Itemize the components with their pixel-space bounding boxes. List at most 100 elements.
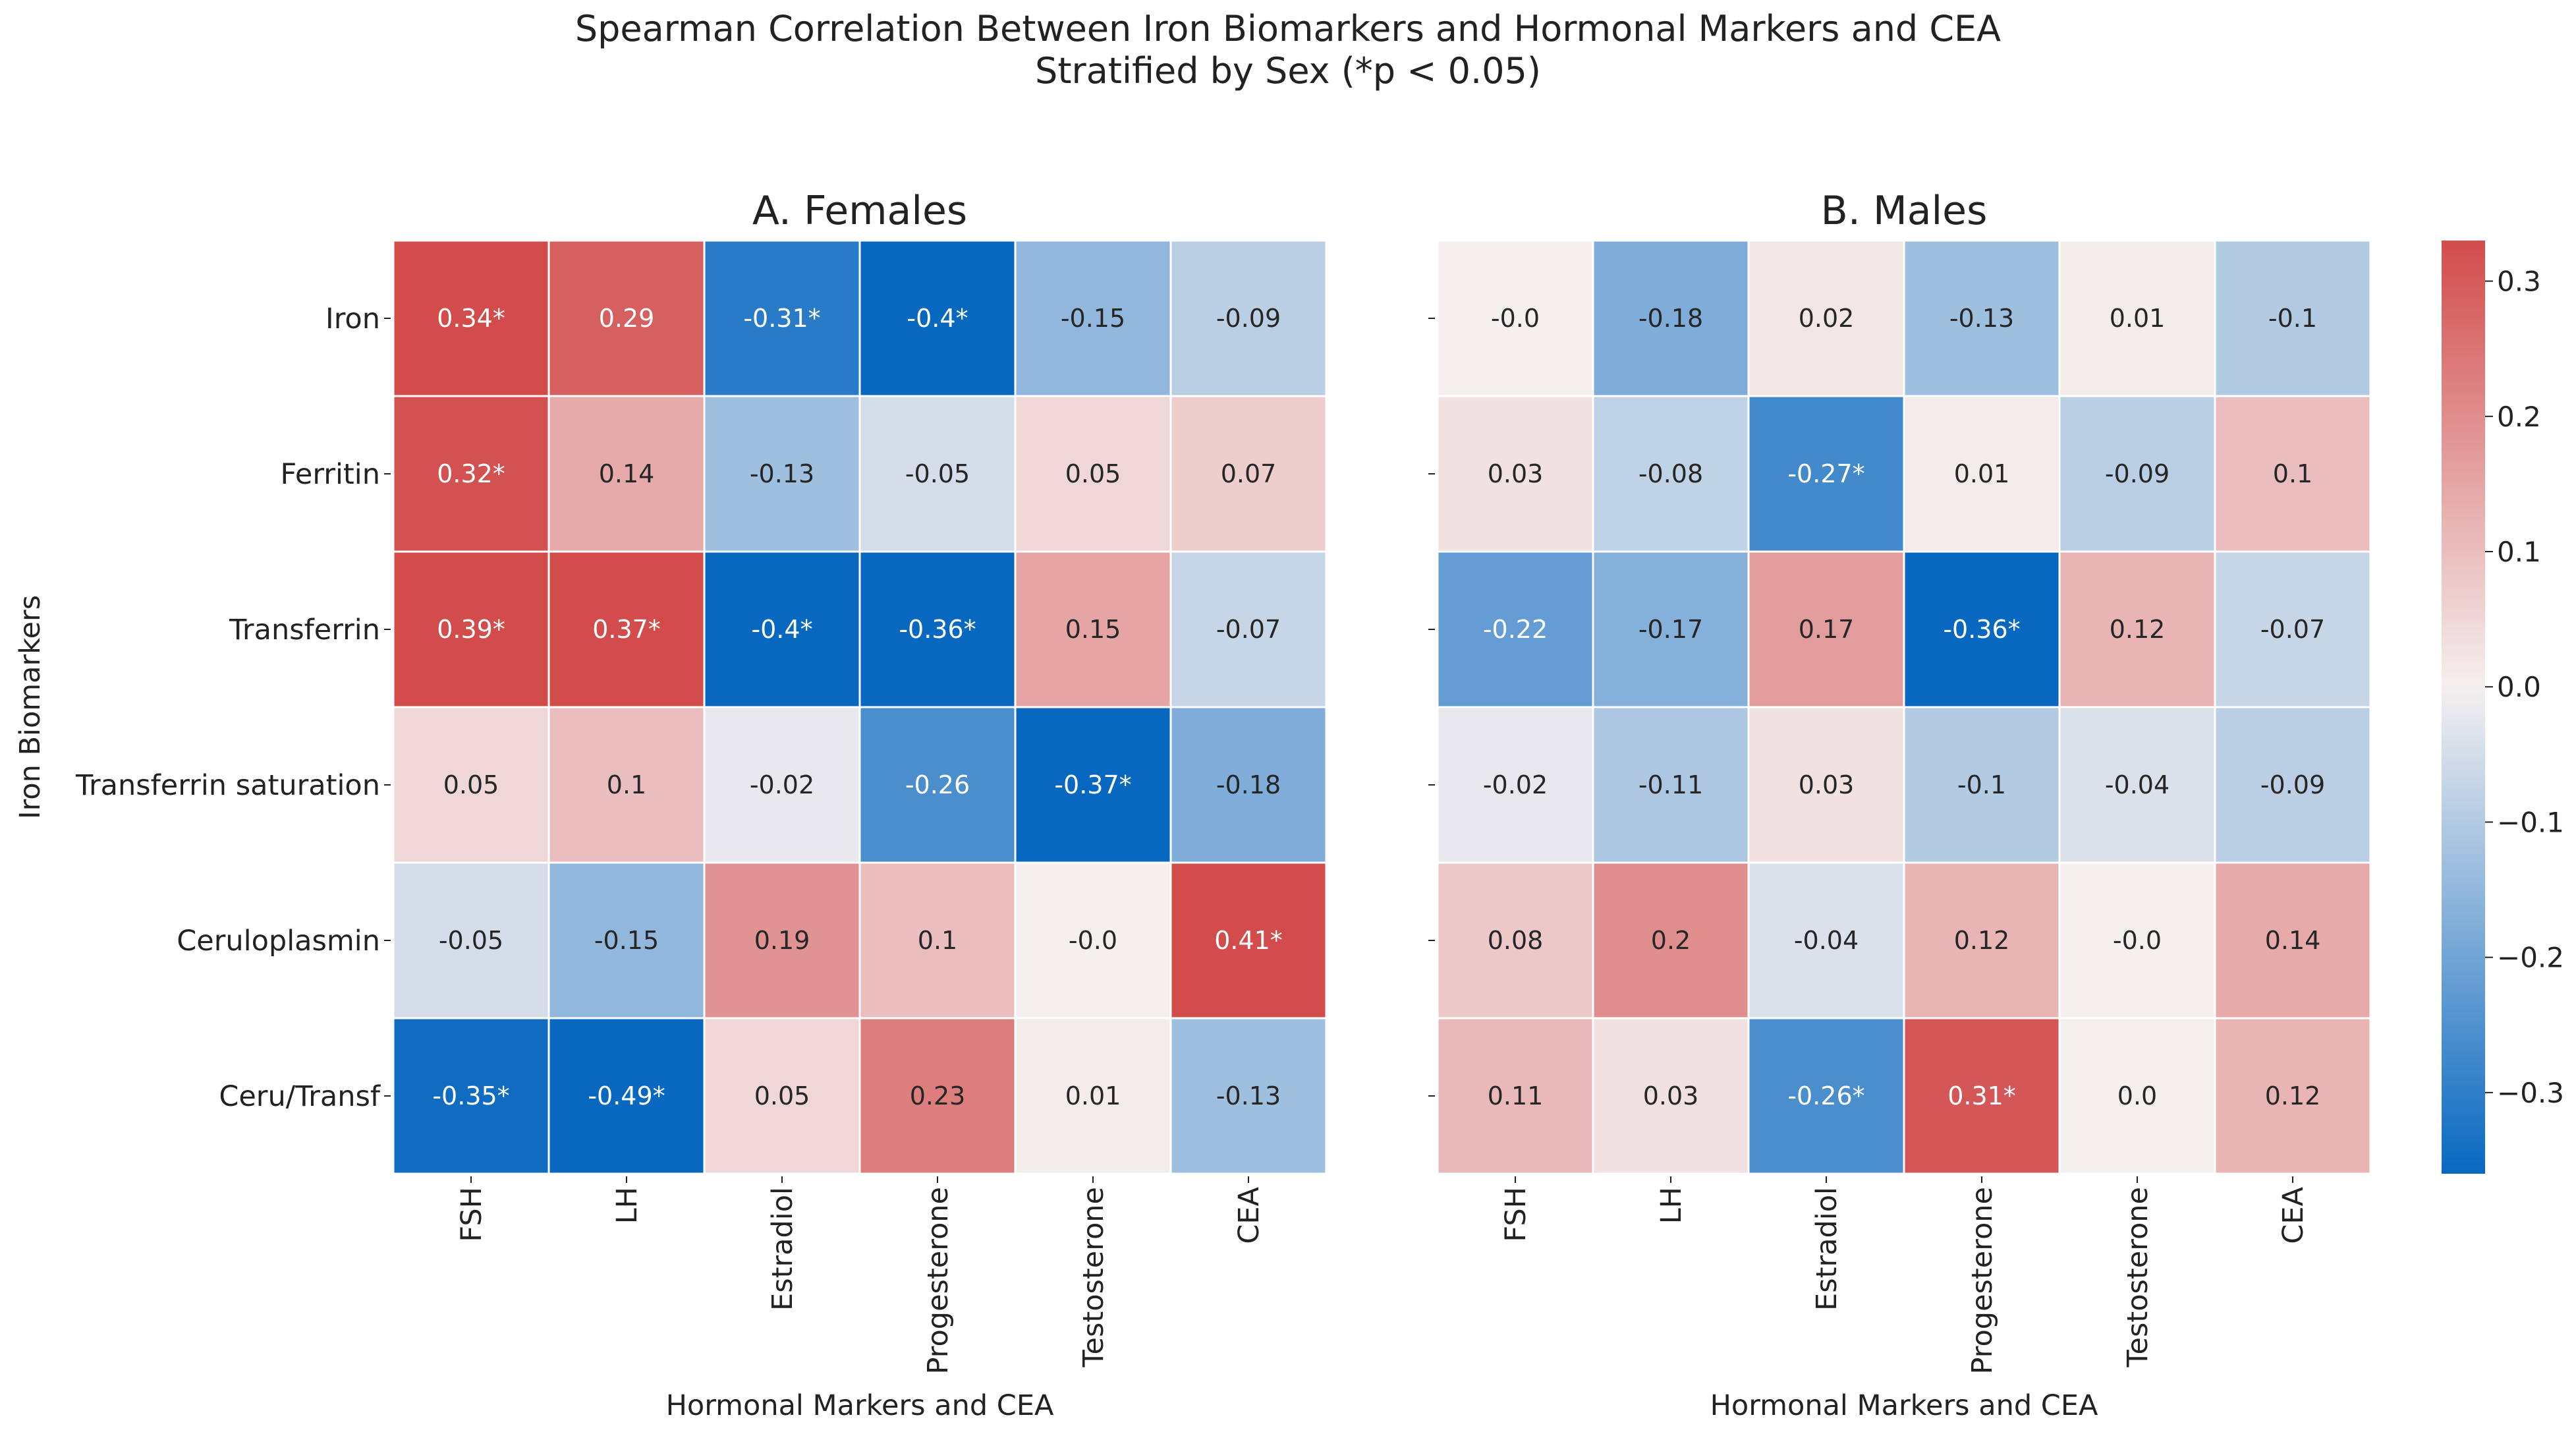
cell-value-label: -0.02 — [750, 770, 814, 799]
heatmap-cell — [858, 395, 1017, 553]
heatmap-cell — [1903, 1017, 2061, 1175]
heatmap-cell — [858, 706, 1017, 864]
heatmap-panel-females: A. Females 0.34* 0.29 -0.31* -0.4* -0.15 -0.09… — [14, 188, 1328, 1422]
heatmap-cell — [1436, 239, 1594, 397]
cell-value-label: -0.11 — [1638, 770, 1703, 799]
column-label: Estradiol — [766, 1187, 799, 1311]
cell-value-label: -0.13 — [1216, 1081, 1281, 1110]
heatmap-cell — [2058, 550, 2216, 708]
cell-value-label: -0.1 — [1957, 770, 2006, 799]
heatmap-cell — [392, 706, 550, 864]
heatmap-cell — [1592, 1017, 1750, 1175]
cell-value-label: 0.31* — [1947, 1081, 2016, 1110]
column-label: LH — [611, 1187, 644, 1224]
heatmap-cell — [547, 395, 706, 553]
cell-value-label: -0.35* — [432, 1081, 509, 1110]
cell-value-label: 0.2 — [1651, 926, 1691, 955]
heatmap-cell — [1436, 1017, 1594, 1175]
heatmap-cell — [1747, 550, 1905, 708]
heatmap-cell — [1169, 706, 1328, 864]
cell-value-label: -0.09 — [2260, 770, 2325, 799]
cell-value-label: -0.15 — [1061, 304, 1125, 333]
column-label: FSH — [455, 1187, 488, 1242]
cell-value-label: 0.34* — [437, 304, 505, 333]
heatmap-cell — [392, 550, 550, 708]
cell-value-label: 0.41* — [1214, 926, 1283, 955]
row-label: Ferritin — [281, 458, 380, 491]
cell-value-label: -0.37* — [1054, 770, 1131, 799]
heatmap-cell — [1903, 239, 2061, 397]
colorbar-tick-label: 0.3 — [2497, 266, 2541, 298]
cell-value-label: 0.03 — [1799, 770, 1855, 799]
colorbar: 0.3 0.2 0.1 0.0 −0.1 −0.2 −0.3 — [2442, 241, 2564, 1174]
cell-value-label: -0.26 — [905, 770, 970, 799]
heatmap-cell — [1747, 395, 1905, 553]
heatmap-cell — [1169, 550, 1328, 708]
column-label: Estradiol — [1810, 1187, 1843, 1311]
figure-title-line1: Spearman Correlation Between Iron Biomar… — [575, 8, 2001, 49]
column-label: LH — [1655, 1187, 1688, 1224]
colorbar-tick-label: 0.1 — [2497, 536, 2541, 568]
panel-title: B. Males — [1821, 188, 1988, 234]
y-axis-label: Iron Biomarkers — [14, 595, 47, 819]
heatmap-cell — [1747, 861, 1905, 1020]
cell-value-label: -0.18 — [1216, 770, 1281, 799]
cell-value-label: -0.13 — [750, 459, 814, 488]
heatmap-cell — [703, 239, 861, 397]
x-axis-label: Hormonal Markers and CEA — [1710, 1389, 2098, 1422]
column-label: CEA — [2277, 1186, 2310, 1244]
cell-value-label: -0.49* — [588, 1081, 665, 1110]
heatmap-cell — [1014, 1017, 1172, 1175]
cell-value-label: -0.17 — [1638, 615, 1703, 644]
heatmap-cell — [1436, 706, 1594, 864]
cell-value-label: 0.02 — [1799, 304, 1855, 333]
figure-title-line2: Stratified by Sex (*p < 0.05) — [1035, 50, 1541, 92]
heatmap-cell — [858, 1017, 1017, 1175]
cell-value-label: 0.07 — [1221, 459, 1277, 488]
heatmap-cell — [1169, 1017, 1328, 1175]
heatmap-cell — [547, 239, 706, 397]
heatmap-cell — [1014, 239, 1172, 397]
column-label: CEA — [1233, 1186, 1266, 1244]
heatmap-cell — [2214, 239, 2372, 397]
cell-value-label: 0.12 — [1954, 926, 2010, 955]
cell-value-label: 0.03 — [1488, 459, 1544, 488]
cell-value-label: -0.05 — [439, 926, 503, 955]
heatmap-panels: A. Females 0.34* 0.29 -0.31* -0.4* -0.15 -0.09… — [14, 188, 2372, 1422]
cell-value-label: -0.0 — [1491, 304, 1540, 333]
cell-value-label: 0.39* — [437, 615, 505, 644]
cell-value-label: 0.14 — [599, 459, 655, 488]
cell-value-label: 0.29 — [599, 304, 655, 333]
x-axis-label: Hormonal Markers and CEA — [666, 1389, 1054, 1422]
heatmap-cell — [2214, 861, 2372, 1020]
cell-value-label: 0.1 — [607, 770, 646, 799]
heatmap-cell — [2214, 1017, 2372, 1175]
column-label: Progesterone — [1966, 1187, 1999, 1374]
cell-value-label: 0.11 — [1488, 1081, 1544, 1110]
cell-value-label: -0.36* — [899, 615, 976, 644]
cell-value-label: -0.13 — [1949, 304, 2014, 333]
cell-value-label: -0.02 — [1483, 770, 1548, 799]
heatmap-cell — [392, 1017, 550, 1175]
cell-value-label: 0.23 — [910, 1081, 966, 1110]
heatmap-cell — [1903, 550, 2061, 708]
heatmap-cell — [1169, 861, 1328, 1020]
heatmap-cell — [1903, 395, 2061, 553]
cell-value-label: -0.07 — [2260, 615, 2325, 644]
cell-value-label: -0.27* — [1787, 459, 1864, 488]
cell-value-label: -0.26* — [1787, 1081, 1864, 1110]
heatmap-cell — [858, 861, 1017, 1020]
cell-value-label: 0.17 — [1799, 615, 1855, 644]
cell-value-label: 0.12 — [2265, 1081, 2321, 1110]
cell-value-label: 0.01 — [1954, 459, 2010, 488]
heatmap-cell — [1903, 861, 2061, 1020]
cell-value-label: 0.05 — [443, 770, 499, 799]
heatmap-cell — [858, 550, 1017, 708]
colorbar-tick-label: −0.2 — [2497, 942, 2564, 974]
cell-value-label: 0.0 — [2117, 1081, 2157, 1110]
heatmap-cell — [1169, 395, 1328, 553]
cell-value-label: -0.08 — [1638, 459, 1703, 488]
colorbar-tick-label: −0.1 — [2497, 806, 2564, 838]
colorbar-gradient — [2442, 241, 2485, 1174]
